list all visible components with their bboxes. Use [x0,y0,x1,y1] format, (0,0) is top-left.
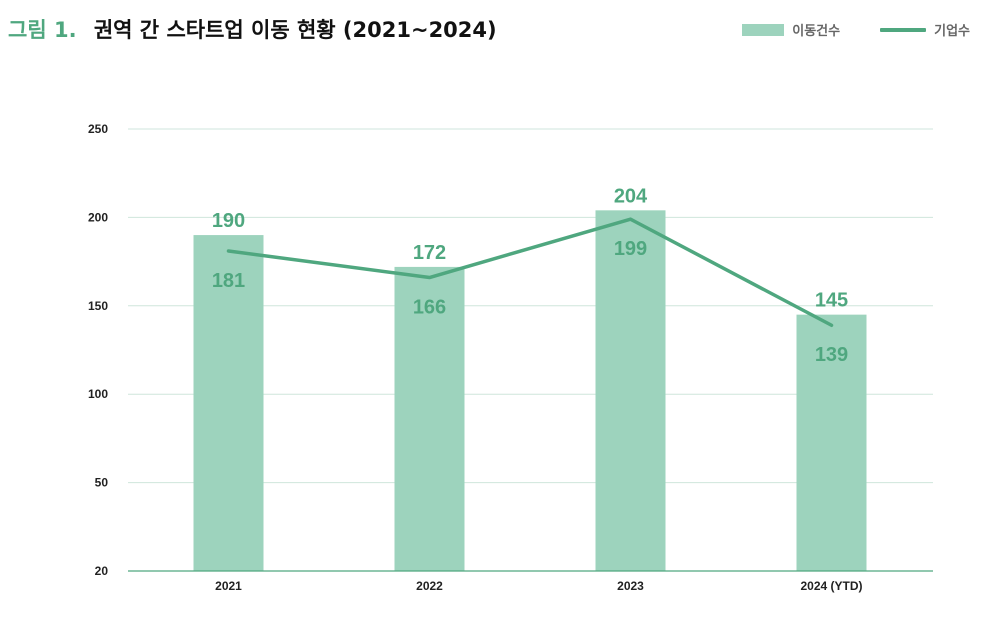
legend-line-swatch [880,27,927,32]
chart-legend: 이동건수 기업수 [742,20,970,39]
chart-title: 그림 1. 권역 간 스타트업 이동 현황 (2021~2024) [8,14,497,44]
y-tick-label: 250 [88,122,108,136]
bar [796,314,867,571]
y-tick-label: 150 [88,299,108,313]
x-tick-label: 2023 [617,579,644,593]
legend-line-label: 기업수 [934,24,970,39]
x-tick-label: 2024 (YTD) [800,579,862,593]
x-tick-label: 2021 [215,579,242,593]
y-tick-label: 200 [88,210,108,224]
y-tick-label: 100 [88,387,108,401]
bar-value-label: 172 [413,242,446,264]
legend-bar-label: 이동건수 [792,24,841,39]
bar [595,210,666,571]
line-value-label: 166 [413,297,446,319]
x-tick-label: 2022 [416,579,443,593]
bar-value-label: 190 [212,210,245,232]
line-series [226,217,834,327]
line-value-label: 181 [212,270,245,292]
y-tick-label: 50 [95,476,109,490]
line-value-label: 139 [815,344,848,366]
legend-item-bar: 이동건수 [742,20,840,39]
figure-label: 그림 1. [8,18,77,42]
bar [394,266,465,571]
bar-value-label: 204 [614,185,648,207]
bar [193,235,264,571]
legend-bar-swatch [742,23,785,36]
legend-item-line: 기업수 [880,20,970,39]
line-value-label: 199 [614,238,647,260]
figure-title: 권역 간 스타트업 이동 현황 (2021~2024) [93,18,497,42]
y-tick-label: 20 [95,564,109,578]
bar-value-label: 145 [815,290,848,312]
